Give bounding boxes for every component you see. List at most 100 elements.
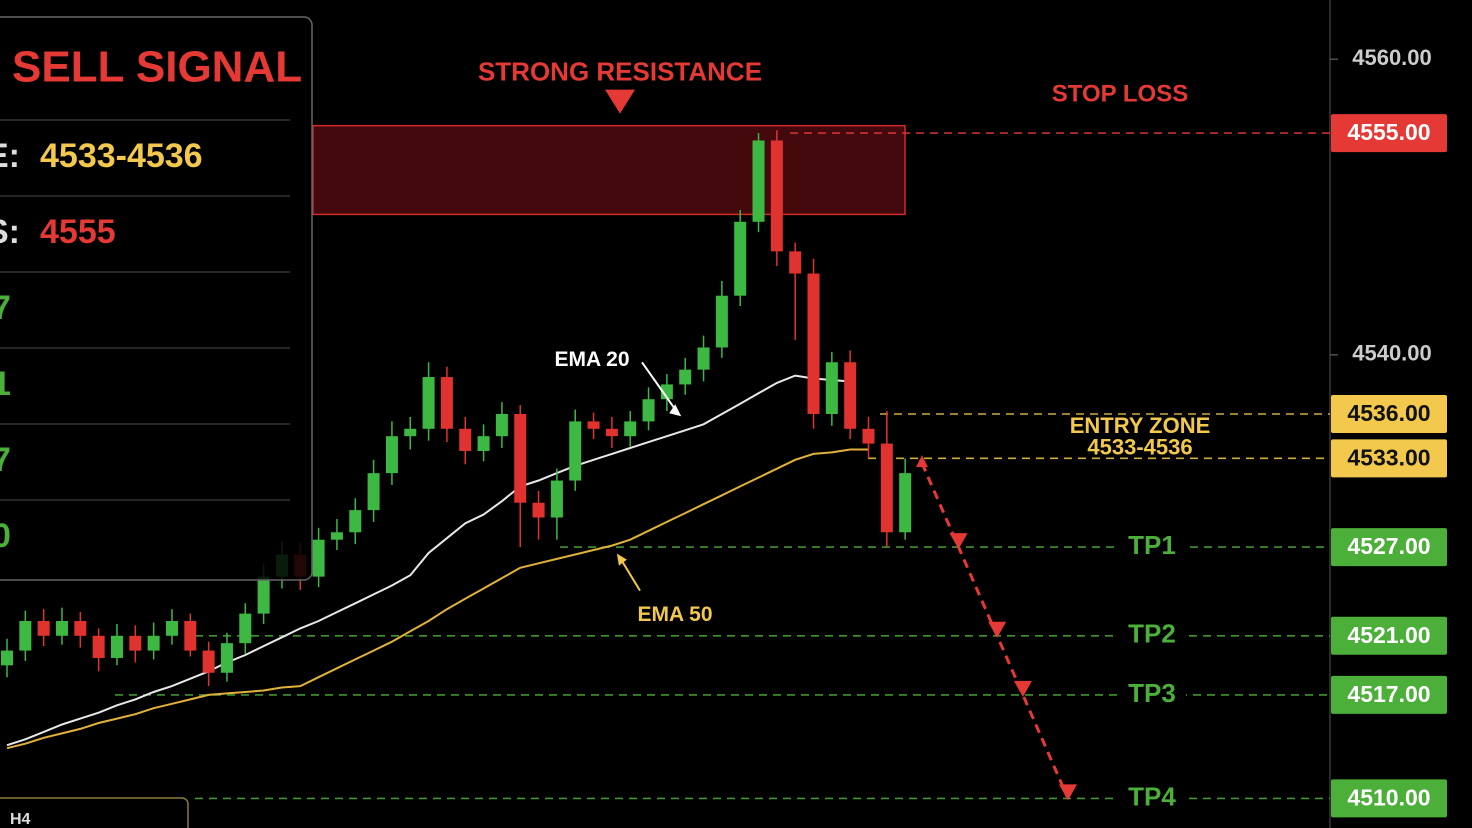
candle-body (789, 251, 802, 274)
projection-arrow-head (1059, 784, 1077, 801)
candle-body (825, 362, 838, 414)
panel-row-text: 4555 (40, 213, 116, 251)
candle-body (147, 635, 160, 651)
projection-arrow-head (988, 621, 1007, 638)
candle-body (220, 643, 233, 673)
ema-line (6, 374, 851, 747)
y-tick-label: 4560.00 (1352, 45, 1432, 70)
candle-body (440, 377, 453, 429)
candle-body (862, 428, 875, 444)
candle-body (202, 650, 215, 673)
ema-annotation: EMA 20 (554, 348, 629, 371)
candle-body (422, 377, 435, 429)
candle-body (37, 621, 50, 636)
candle-body (495, 414, 508, 437)
candle-body (19, 621, 32, 651)
entry-zone-label: ENTRY ZONE (1070, 413, 1211, 438)
candle-body (184, 621, 197, 651)
level-tag (1331, 675, 1447, 714)
level-tag-label: 4536.00 (1347, 400, 1430, 426)
candle-body (605, 428, 618, 437)
candle-body (587, 421, 600, 429)
timeframe-box (0, 797, 189, 828)
candle-body (477, 436, 490, 451)
candle-body (679, 369, 692, 385)
resistance-zone (312, 124, 906, 216)
ema-annotation: EMA 50 (637, 603, 712, 626)
candle-body (880, 443, 893, 533)
projection-arrow-head (916, 455, 928, 468)
panel-row-text: 0 (0, 517, 11, 555)
panel-title: SELL SIGNAL (12, 43, 302, 92)
ema-pointer (641, 361, 679, 413)
candle-body (532, 502, 545, 518)
ema-pointer-head (669, 404, 682, 417)
level-name: TP3 (1128, 678, 1176, 708)
level-tag (1331, 528, 1447, 567)
candle-body (349, 510, 362, 533)
candle-body (660, 384, 673, 400)
ema-pointer-head (616, 553, 627, 566)
candle-body (844, 362, 857, 429)
level-name: TP2 (1128, 619, 1176, 649)
level-tag-label: 4555.00 (1347, 119, 1430, 145)
candle-body (807, 273, 820, 414)
candle-body (899, 473, 912, 533)
resistance-pointer (605, 89, 635, 114)
candle-body (165, 621, 178, 636)
candle-body (459, 428, 472, 451)
resistance-label: STRONG RESISTANCE (478, 57, 762, 87)
candle-body (257, 576, 270, 614)
candle-body (752, 140, 765, 222)
level-tag-label: 4517.00 (1347, 681, 1430, 707)
level-tag (1331, 616, 1447, 655)
candle-body (569, 421, 582, 481)
level-tag-label: 4527.00 (1347, 533, 1430, 559)
label-gap (1118, 619, 1186, 652)
panel-row-text: E: (0, 137, 20, 175)
label-gap (1118, 782, 1186, 815)
candle-body (367, 473, 380, 511)
level-name: TP4 (1128, 781, 1176, 811)
label-gap (1118, 531, 1186, 564)
level-tag-label: 4510.00 (1347, 785, 1430, 811)
timeframe: H4 (10, 811, 31, 828)
level-tag (1331, 395, 1447, 433)
candle-body (1, 650, 13, 666)
candle-body (734, 221, 747, 296)
candle-body (697, 347, 710, 370)
candle-body (92, 635, 105, 658)
candle-body (514, 414, 527, 503)
candle-body (770, 140, 783, 252)
y-tick-label: 4540.00 (1352, 341, 1432, 366)
panel-frame (0, 16, 313, 581)
projection-arrow-head (949, 533, 968, 550)
level-tag (1331, 439, 1447, 478)
candle-body (550, 480, 563, 518)
candle-body (74, 621, 87, 636)
candle-body (404, 428, 417, 437)
panel-row-text: S: (0, 213, 20, 251)
panel-row-text: 7 (0, 441, 11, 479)
panel-row-text: 4533-4536 (40, 137, 203, 175)
candle-body (385, 436, 398, 474)
projection-arrow-head (1013, 680, 1032, 697)
candle-body (129, 635, 142, 651)
plot-area: STRONG RESISTANCE 4560.00 4540.00 4555.00 ST… (1, 45, 1447, 818)
level-name: STOP LOSS (1052, 80, 1189, 107)
candle-body (312, 539, 325, 577)
level-tag (1331, 114, 1447, 153)
candle-body (110, 635, 123, 658)
level-tag (1331, 779, 1447, 818)
candle-body (715, 295, 728, 348)
level-tag-label: 4533.00 (1347, 444, 1430, 470)
signal-panel: SELL SIGNAL H4 E: 4533-4536 S: 4555 7 1 7 0 (0, 16, 313, 828)
ema-line (6, 448, 869, 750)
candle-body (624, 421, 637, 437)
entry-zone-range: 4533-4536 (1087, 434, 1192, 459)
ema-pointer (619, 557, 641, 592)
candle-body (55, 621, 68, 636)
label-gap (1118, 678, 1186, 711)
